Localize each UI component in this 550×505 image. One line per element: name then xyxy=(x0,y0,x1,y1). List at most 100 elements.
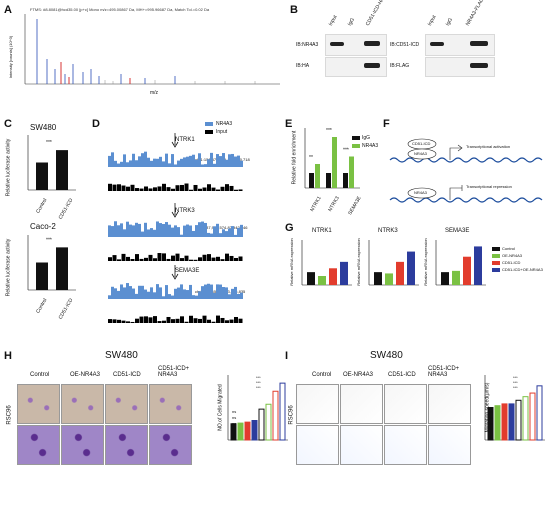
input-signal xyxy=(184,183,189,191)
bar xyxy=(244,421,251,441)
e-legend-swatch-igg xyxy=(352,136,360,140)
g-chart2-plot xyxy=(368,240,419,286)
migration-track-image xyxy=(296,425,339,465)
nr4a3-signal xyxy=(228,228,231,237)
spectrum-ylabel: Intensity [counts] (10^3) xyxy=(8,35,14,79)
nr4a3-signal xyxy=(207,159,210,167)
nr4a3-signal xyxy=(132,153,135,167)
input-signal xyxy=(135,318,139,323)
nr4a3-signal xyxy=(144,289,147,299)
transwell-image xyxy=(17,425,60,465)
e-ylabel: Relative fold enrichment xyxy=(291,130,298,185)
western-blot-left-bottom xyxy=(325,57,387,77)
input-signal xyxy=(207,319,211,323)
b-right-row-1: IB:CD51-ICD xyxy=(390,42,420,48)
bar xyxy=(374,272,382,285)
nr4a3-signal xyxy=(138,156,141,167)
input-signal xyxy=(189,315,193,323)
bar xyxy=(474,246,482,285)
nr4a3-signal xyxy=(240,160,243,167)
transwell-image xyxy=(105,425,148,465)
nr4a3-signal xyxy=(120,223,123,237)
nr4a3-signal xyxy=(144,151,147,167)
input-signal xyxy=(216,315,220,323)
transwell-image xyxy=(61,384,104,424)
nr4a3-signal xyxy=(120,284,123,299)
bar xyxy=(329,268,337,285)
nr4a3-signal xyxy=(192,295,195,299)
nr4a3-signal xyxy=(213,163,216,167)
nr4a3-signal xyxy=(114,288,117,299)
nr4a3-signal xyxy=(150,287,153,299)
b-left-row-1: IB:NR4A3 xyxy=(296,42,319,48)
i-rowlabel: RSC96 xyxy=(288,405,295,425)
nr4a3-signal xyxy=(216,154,219,167)
nr4a3-signal xyxy=(126,221,129,237)
g-chart3-plot xyxy=(435,240,486,286)
nr4a3-signal xyxy=(111,226,114,237)
nr4a3-signal xyxy=(135,160,138,167)
g-chart1-ylabel: Relative mRNA expression xyxy=(288,238,294,286)
significance-label: *** xyxy=(256,375,261,380)
nr4a3-signal xyxy=(147,229,150,237)
input-signal xyxy=(202,187,207,191)
nr4a3-signal xyxy=(177,287,180,299)
input-signal xyxy=(108,319,112,323)
d-track2-plot xyxy=(108,203,243,261)
input-signal xyxy=(126,321,130,323)
spectrum-xlabel: m/z xyxy=(150,90,159,96)
nr4a3-signal xyxy=(123,154,126,167)
input-signal xyxy=(189,259,193,261)
input-signal xyxy=(166,258,171,261)
input-signal xyxy=(225,253,229,261)
nr4a3-signal xyxy=(171,227,174,237)
nr4a3-signal xyxy=(141,231,144,237)
input-signal xyxy=(139,316,144,323)
blot-band xyxy=(430,42,444,46)
nr4a3-signal xyxy=(216,284,219,299)
nr4a3-signal xyxy=(108,295,111,299)
nr4a3-signal xyxy=(210,284,213,299)
nr4a3-signal xyxy=(159,287,162,299)
nr4a3-signal xyxy=(234,234,237,237)
significance-label: *** xyxy=(513,385,518,390)
d-track1-plot xyxy=(108,133,243,191)
nr4a3-signal xyxy=(108,225,111,237)
migration-track-image xyxy=(384,425,427,465)
bar-igg xyxy=(326,173,331,188)
transwell-image xyxy=(17,384,60,424)
input-signal xyxy=(117,259,121,261)
nr4a3-signal xyxy=(186,156,189,167)
nr4a3-signal xyxy=(192,154,195,167)
transwell-image xyxy=(61,425,104,465)
input-signal xyxy=(162,253,166,261)
d-legend-input: Input xyxy=(216,129,228,135)
input-signal xyxy=(202,254,207,261)
c-chart1-plot: *** xyxy=(27,135,76,191)
nr4a3-signal xyxy=(177,160,180,167)
nr4a3-signal xyxy=(183,225,186,237)
bar xyxy=(494,405,501,441)
nr4a3-signal xyxy=(189,155,192,167)
input-signal xyxy=(211,187,216,191)
nr4a3-signal xyxy=(120,161,123,167)
input-signal xyxy=(238,256,243,261)
input-signal xyxy=(117,319,121,323)
nr4a3-signal xyxy=(165,285,168,299)
bar xyxy=(56,247,68,290)
input-signal xyxy=(180,258,184,261)
h-title: SW480 xyxy=(105,350,138,361)
nr4a3-signal xyxy=(219,233,222,237)
significance-label: *** xyxy=(513,380,518,385)
nr4a3-signal xyxy=(171,295,174,299)
c-chart1-cat-2: CD51-ICD xyxy=(57,197,75,221)
nr4a3-signal xyxy=(174,164,177,167)
input-signal xyxy=(198,188,202,191)
nr4a3-signal xyxy=(201,164,204,167)
nr4a3-signal xyxy=(165,153,168,167)
blot-band xyxy=(470,63,488,68)
g-legend-2: OE-NR4A3 xyxy=(502,253,523,258)
nr4a3-signal xyxy=(234,156,237,167)
input-signal xyxy=(234,189,238,191)
